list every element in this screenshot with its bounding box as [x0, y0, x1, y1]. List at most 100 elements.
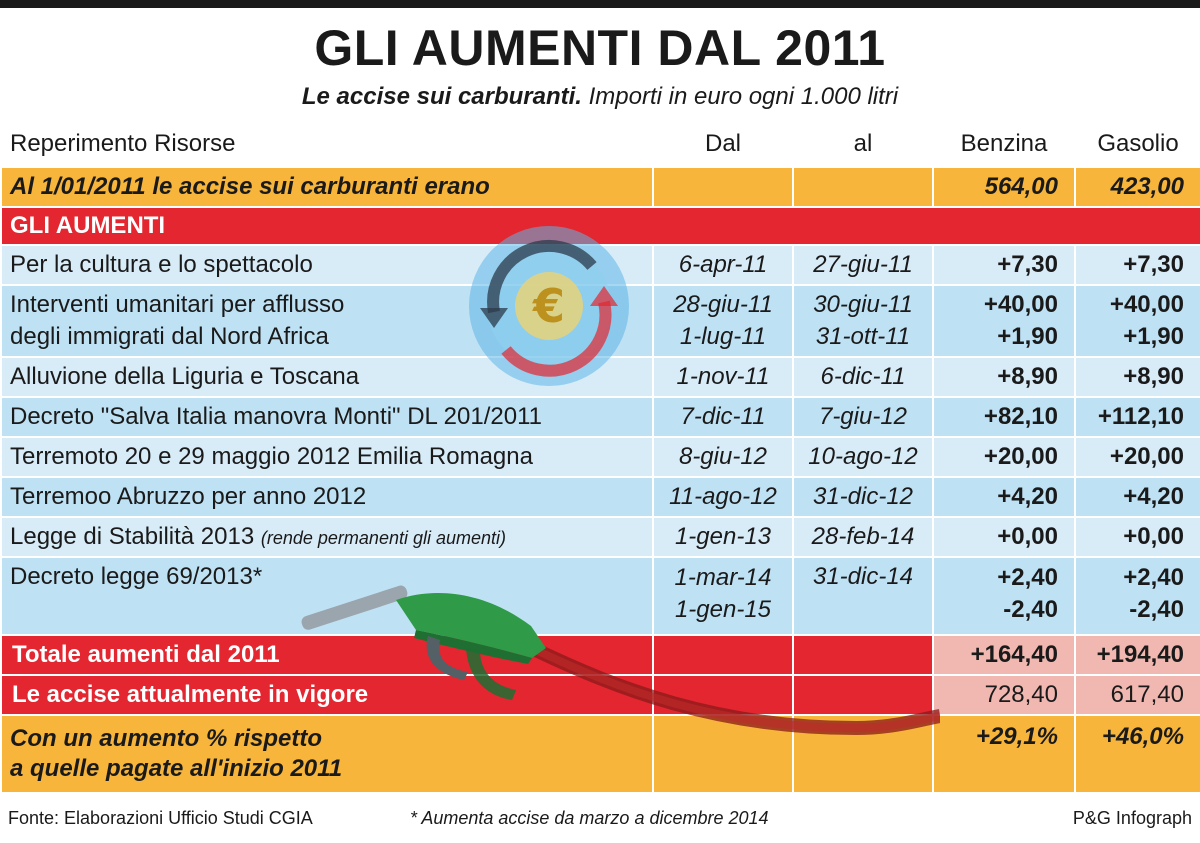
row-label: Terremoo Abruzzo per anno 2012	[0, 476, 654, 518]
row-gasolio: +20,00	[1074, 436, 1200, 478]
row-from-line2: 1-lug-11	[679, 323, 767, 350]
row-to-line2: 31-ott-11	[815, 323, 911, 350]
row-to: 7-giu-12	[792, 396, 934, 438]
row-label: Terremoto 20 e 29 maggio 2012 Emilia Rom…	[0, 436, 654, 478]
row-label-text: Legge di Stabilità 2013	[10, 522, 255, 550]
row-gasolio: +0,00	[1074, 516, 1200, 558]
row-benzina: +4,20	[932, 476, 1076, 518]
row-label-line1: Interventi umanitari per afflusso	[10, 291, 345, 318]
footer-credit: P&G Infograph	[1072, 808, 1192, 828]
base-from	[652, 166, 794, 208]
row-benzina: +40,00 +1,90	[932, 284, 1076, 358]
row-gasolio: +4,20	[1074, 476, 1200, 518]
section-row: GLI AUMENTI	[0, 206, 1200, 246]
current-label: Le accise attualmente in vigore	[0, 674, 654, 716]
base-benzina: 564,00	[932, 166, 1076, 208]
row-gasolio-line2: +1,90	[1123, 323, 1184, 350]
row-from: 8-giu-12	[652, 436, 794, 478]
row-benzina-line2: +1,90	[997, 323, 1058, 350]
row-from: 28-giu-11 1-lug-11	[652, 284, 794, 358]
table-row: Legge di Stabilità 2013 (rende permanent…	[0, 516, 1200, 558]
row-from-line1: 28-giu-11	[673, 291, 773, 318]
row-gasolio: +40,00 +1,90	[1074, 284, 1200, 358]
table-row: Decreto "Salva Italia manovra Monti" DL …	[0, 396, 1200, 438]
row-benzina: +8,90	[932, 356, 1076, 398]
row-from-line2: 1-gen-15	[674, 596, 772, 623]
row-from-line1: 1-mar-14	[674, 564, 772, 591]
header-benzina: Benzina	[932, 120, 1076, 168]
row-gasolio-line2: -2,40	[1129, 596, 1184, 623]
row-label: Legge di Stabilità 2013 (rende permanent…	[0, 516, 654, 558]
row-benzina: +0,00	[932, 516, 1076, 558]
page-title: GLI AUMENTI DAL 2011	[314, 20, 886, 76]
total-from	[652, 634, 794, 676]
pct-from	[652, 714, 794, 794]
header-row: Reperimento Risorse Dal al Benzina Gasol…	[0, 120, 1200, 168]
row-gasolio-line1: +2,40	[1123, 564, 1184, 591]
current-gasolio: 617,40	[1074, 674, 1200, 716]
pct-benzina: +29,1%	[932, 714, 1076, 794]
row-to: 28-feb-14	[792, 516, 934, 558]
table-row: Interventi umanitari per afflusso degli i…	[0, 284, 1200, 358]
section-label: GLI AUMENTI	[0, 206, 1200, 246]
row-from: 11-ago-12	[652, 476, 794, 518]
base-gasolio: 423,00	[1074, 166, 1200, 208]
row-from: 1-nov-11	[652, 356, 794, 398]
footer-source: Fonte: Elaborazioni Ufficio Studi CGIA	[8, 808, 313, 828]
row-to: 31-dic-14	[792, 556, 934, 636]
total-gasolio: +194,40	[1074, 634, 1200, 676]
table-row: Decreto legge 69/2013* 1-mar-14 1-gen-15 …	[0, 556, 1200, 636]
current-from	[652, 674, 794, 716]
base-to	[792, 166, 934, 208]
total-row: Totale aumenti dal 2011 +164,40 +194,40	[0, 634, 1200, 676]
row-benzina: +7,30	[932, 244, 1076, 286]
base-label: Al 1/01/2011 le accise sui carburanti er…	[0, 166, 654, 208]
pct-label-line2: a quelle pagate all'inizio 2011	[10, 755, 343, 782]
row-label: Decreto legge 69/2013*	[0, 556, 654, 636]
row-label: Per la cultura e lo spettacolo	[0, 244, 654, 286]
row-benzina-line1: +2,40	[997, 564, 1058, 591]
row-label: Alluvione della Liguria e Toscana	[0, 356, 654, 398]
row-label: Decreto "Salva Italia manovra Monti" DL …	[0, 396, 654, 438]
row-label-line2: degli immigrati dal Nord Africa	[10, 323, 329, 350]
row-benzina: +20,00	[932, 436, 1076, 478]
pct-gasolio: +46,0%	[1074, 714, 1200, 794]
accise-table: Reperimento Risorse Dal al Benzina Gasol…	[0, 120, 1200, 794]
total-to	[792, 634, 934, 676]
pct-label: Con un aumento % rispetto a quelle pagate…	[0, 714, 654, 794]
table-row: Per la cultura e lo spettacolo 6-apr-11 …	[0, 244, 1200, 286]
row-gasolio: +2,40 -2,40	[1074, 556, 1200, 636]
base-row: Al 1/01/2011 le accise sui carburanti er…	[0, 166, 1200, 208]
total-label: Totale aumenti dal 2011	[0, 634, 654, 676]
page-subtitle: Le accise sui carburanti. Importi in eur…	[0, 82, 1200, 112]
table-row: Terremoo Abruzzo per anno 2012 11-ago-12…	[0, 476, 1200, 518]
row-to-line1: 30-giu-11	[813, 291, 913, 318]
row-to: 31-dic-12	[792, 476, 934, 518]
row-to: 27-giu-11	[792, 244, 934, 286]
row-benzina-line2: -2,40	[1003, 596, 1058, 623]
row-from: 1-mar-14 1-gen-15	[652, 556, 794, 636]
table-row: Terremoto 20 e 29 maggio 2012 Emilia Rom…	[0, 436, 1200, 478]
row-gasolio: +112,10	[1074, 396, 1200, 438]
header-desc: Reperimento Risorse	[0, 120, 654, 168]
row-label: Interventi umanitari per afflusso degli i…	[0, 284, 654, 358]
row-from: 7-dic-11	[652, 396, 794, 438]
table-row: Alluvione della Liguria e Toscana 1-nov-…	[0, 356, 1200, 398]
total-benzina: +164,40	[932, 634, 1076, 676]
current-to	[792, 674, 934, 716]
row-gasolio: +7,30	[1074, 244, 1200, 286]
row-gasolio: +8,90	[1074, 356, 1200, 398]
row-note: (rende permanenti gli aumenti)	[260, 527, 507, 548]
row-benzina: +2,40 -2,40	[932, 556, 1076, 636]
top-rule	[0, 0, 1200, 8]
row-from: 1-gen-13	[652, 516, 794, 558]
pct-row: Con un aumento % rispetto a quelle pagate…	[0, 714, 1200, 794]
row-benzina-line1: +40,00	[983, 291, 1058, 318]
header-gasolio: Gasolio	[1074, 120, 1200, 168]
row-to: 30-giu-11 31-ott-11	[792, 284, 934, 358]
subtitle-rest: Importi in euro ogni 1.000 litri	[581, 83, 899, 110]
header-to: al	[792, 120, 934, 168]
footer-note: * Aumenta accise da marzo a dicembre 201…	[410, 808, 769, 828]
row-to: 6-dic-11	[792, 356, 934, 398]
current-benzina: 728,40	[932, 674, 1076, 716]
